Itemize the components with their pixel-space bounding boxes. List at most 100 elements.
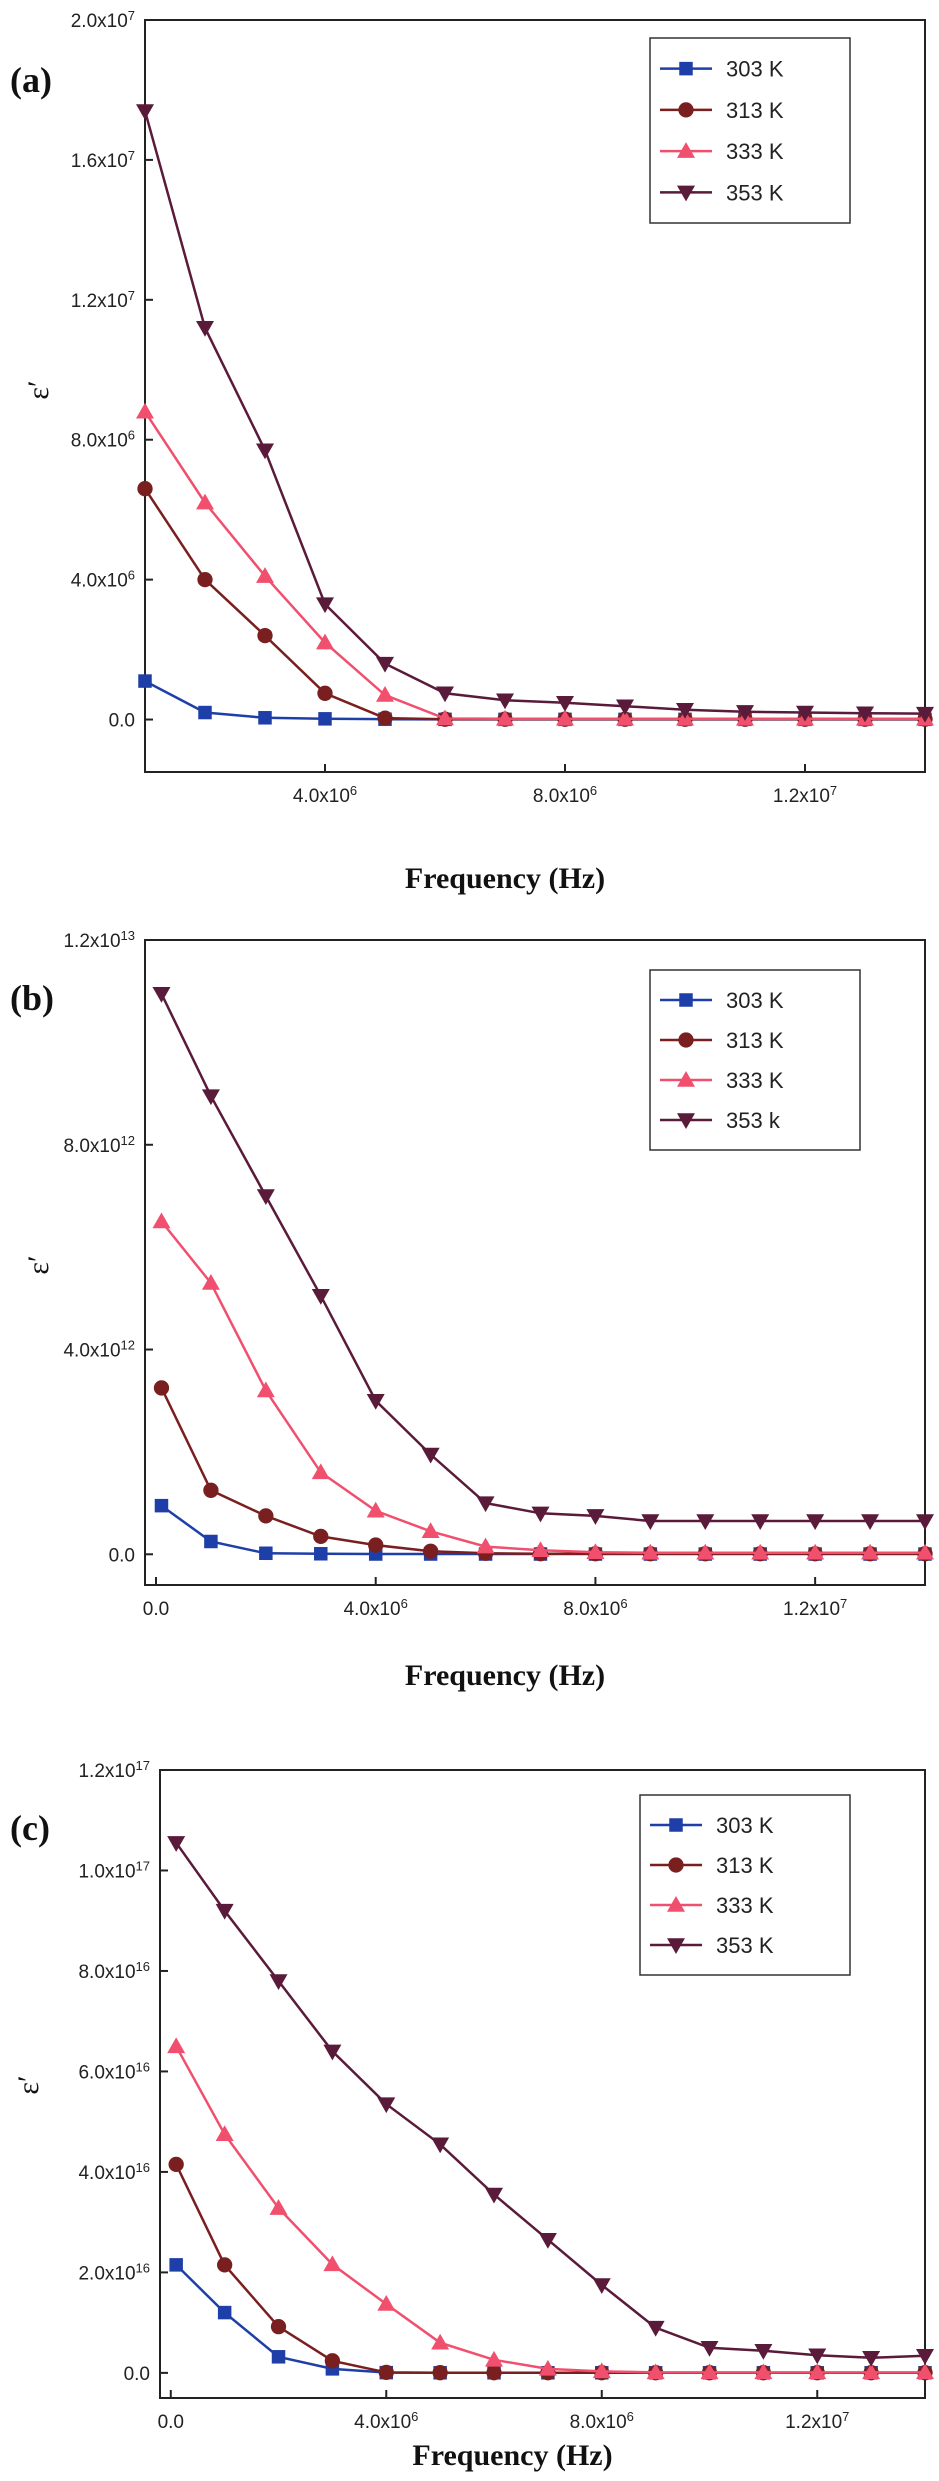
data-point-c-2-13 [862, 2363, 881, 2380]
legend-label-a-3: 353 K [726, 180, 784, 205]
legend-marker-a-1 [678, 102, 694, 118]
legend-marker-b-2 [677, 1071, 695, 1087]
data-point-b-2-10 [696, 1543, 715, 1560]
data-point-a-2-5 [436, 709, 454, 726]
y-tick-label-c-0: 0.0 [124, 2364, 150, 2385]
y-tick-label-a-2: 8.0x106 [71, 427, 135, 452]
x-tick-label-c-1: 4.0x106 [354, 2409, 418, 2434]
y-tick-label-c-6: 1.2x1017 [78, 1758, 150, 1783]
data-point-b-3-2 [256, 1189, 275, 1205]
panel-tag-b: (b) [10, 978, 54, 1018]
data-point-c-3-0 [167, 1836, 186, 1852]
legend-label-b-0: 303 K [726, 988, 784, 1013]
data-point-b-3-14 [916, 1514, 934, 1531]
data-point-c-1-5 [432, 2365, 448, 2381]
legend-label-a-0: 303 K [726, 57, 784, 82]
y-tick-label-b-0: 0.0 [109, 1545, 135, 1566]
data-point-b-0-3 [314, 1547, 328, 1561]
legend-label-b-1: 313 K [726, 1028, 784, 1053]
data-point-a-3-2 [256, 443, 274, 460]
data-point-b-2-14 [916, 1543, 934, 1560]
legend-label-a-2: 333 K [726, 139, 784, 164]
legend-marker-c-3 [667, 1938, 685, 1954]
panel-c: 0.0 2.0x1016 4.0x1016 6.0x1016 8.0x1016 1.0x1… [10, 1758, 934, 2472]
data-point-a-3-10 [736, 705, 754, 721]
data-point-c-3-4 [377, 2097, 396, 2114]
legend-marker-b-1 [678, 1032, 694, 1048]
x-tick-label-b-1: 4.0x106 [344, 1596, 408, 1621]
data-point-b-3-9 [641, 1514, 660, 1531]
data-point-b-1-5 [422, 1543, 439, 1559]
x-tick-label-c-2: 8.0x106 [570, 2409, 634, 2434]
panel-tag-c: (c) [10, 1808, 50, 1848]
plot-frame-b [144, 939, 926, 1586]
data-point-b-1-2 [258, 1508, 274, 1524]
y-tick-label-a-5: 2.0x107 [71, 8, 135, 33]
y-tick-label-a-4: 1.6x107 [71, 147, 135, 172]
y-tick-label-b-1: 4.0x1012 [63, 1337, 135, 1362]
data-point-b-0-2 [259, 1546, 273, 1561]
legend-label-b-3: 353 k [726, 1108, 781, 1133]
x-tick-label-a-0: 4.0x106 [293, 783, 357, 808]
y-tick-label-c-2: 4.0x1016 [78, 2159, 150, 2184]
x-tick-label-c-3: 1.2x107 [785, 2409, 849, 2434]
x-tick-label-b-2: 8.0x106 [563, 1596, 627, 1621]
data-point-b-2-13 [861, 1543, 880, 1560]
data-point-c-3-7 [538, 2232, 557, 2249]
y-axis-label-a: ε′ [22, 380, 55, 399]
data-point-c-2-6 [485, 2350, 504, 2367]
data-point-c-0-2 [271, 2350, 286, 2364]
panel-b: 0.0 4.0x1012 8.0x1012 1.2x1013 0.0 4.0x106 8.0… [10, 928, 934, 1692]
data-point-c-2-11 [754, 2363, 773, 2380]
data-point-c-3-11 [754, 2344, 773, 2360]
data-point-b-1-1 [203, 1482, 219, 1498]
y-tick-label-c-5: 1.0x1017 [78, 1858, 150, 1883]
y-axis-label-c: ε′ [12, 2075, 45, 2094]
data-point-b-2-3 [311, 1463, 330, 1480]
data-point-b-3-10 [696, 1514, 715, 1531]
data-point-a-3-6 [496, 693, 514, 710]
data-point-c-2-0 [167, 2037, 186, 2054]
data-point-a-3-9 [676, 702, 694, 719]
data-point-a-2-8 [616, 709, 634, 726]
data-point-c-3-14 [916, 2349, 934, 2365]
data-point-c-1-2 [270, 2319, 287, 2335]
x-axis-label-c: Frequency (Hz) [412, 2439, 612, 2472]
y-tick-label-a-0: 0.0 [109, 711, 135, 732]
data-point-c-2-4 [377, 2295, 396, 2311]
data-point-c-3-6 [485, 2187, 504, 2204]
data-point-a-3-3 [316, 597, 334, 614]
data-point-b-3-11 [751, 1514, 770, 1531]
data-point-a-1-4 [377, 710, 393, 726]
data-point-c-3-13 [862, 2351, 881, 2367]
data-point-b-2-8 [586, 1543, 605, 1559]
data-point-a-3-8 [616, 699, 634, 716]
data-point-b-0-1 [204, 1534, 218, 1549]
data-point-a-3-0 [136, 104, 154, 120]
legend-label-b-2: 333 K [726, 1068, 784, 1093]
data-point-b-3-5 [421, 1447, 440, 1464]
legend-label-a-1: 313 K [726, 98, 784, 123]
plot-frame-c [159, 1769, 926, 2399]
data-point-c-2-1 [215, 2125, 234, 2141]
x-axis-label-b: Frequency (Hz) [405, 1659, 605, 1692]
data-point-c-1-6 [486, 2365, 502, 2381]
data-point-a-1-2 [257, 627, 273, 644]
data-point-b-3-0 [152, 987, 171, 1003]
data-point-c-1-0 [168, 2156, 184, 2173]
legend-marker-c-2 [667, 1896, 685, 1912]
data-point-a-1-1 [197, 571, 213, 588]
panel-tag-a: (a) [10, 60, 52, 100]
data-point-a-1-0 [137, 481, 153, 497]
data-point-c-2-3 [323, 2255, 342, 2272]
y-tick-label-c-1: 2.0x1016 [78, 2260, 150, 2285]
x-tick-label-b-3: 1.2x107 [783, 1596, 847, 1621]
data-point-b-1-0 [153, 1380, 170, 1396]
data-point-a-2-4 [376, 686, 394, 702]
data-point-c-1-1 [216, 2257, 233, 2273]
series-line-a-2 [143, 411, 925, 721]
data-point-c-2-10 [700, 2363, 719, 2380]
legend-label-c-1: 313 K [716, 1853, 774, 1878]
legend-c: 303 K 313 K 333 K 353 K [639, 1794, 851, 1976]
